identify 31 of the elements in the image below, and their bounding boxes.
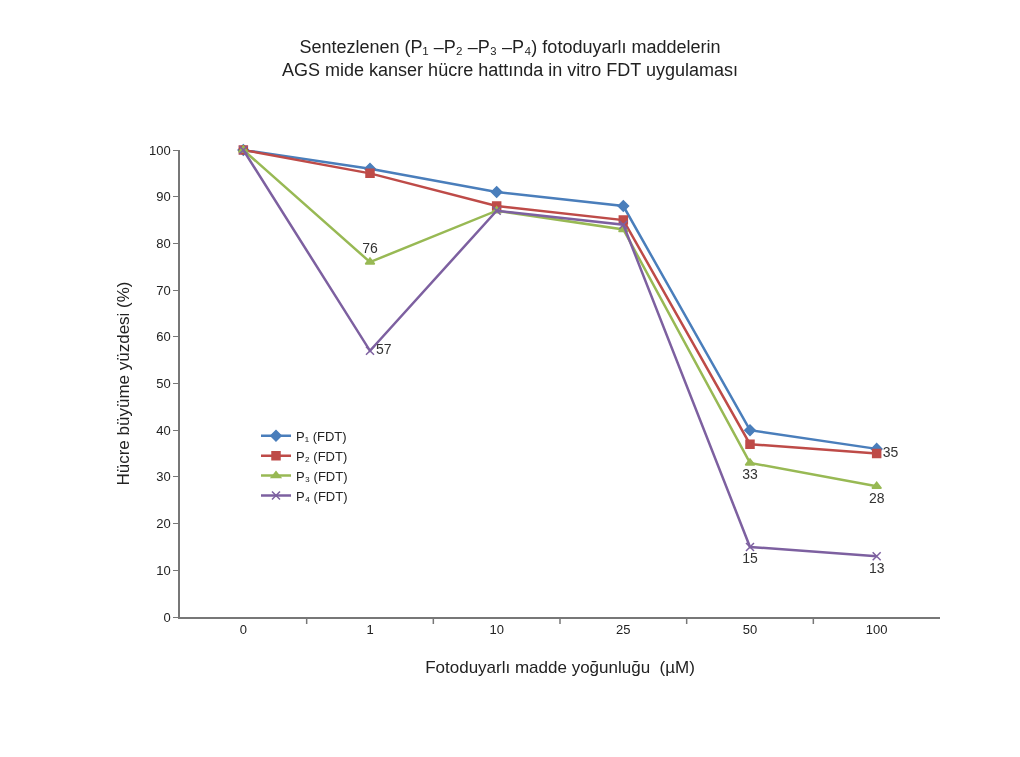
data-label: 15 <box>742 550 758 567</box>
data-label: 35 <box>882 444 899 461</box>
legend-label: P₄ (FDT) <box>296 488 348 504</box>
legend-label: P₃ (FDT) <box>296 468 348 484</box>
y-axis-title: Hücre büyüme yüzdesi (%) <box>114 281 133 486</box>
x-axis-title: Fotoduyarlı madde yoğunluğu (µM) <box>425 658 695 678</box>
y-tick-label: 80 <box>156 235 171 251</box>
y-tick-label: 70 <box>156 282 171 298</box>
y-tick-label: 0 <box>163 609 171 625</box>
x-tick-label: 10 <box>489 622 504 638</box>
legend-label: P₁ (FDT) <box>296 428 347 444</box>
y-tick-label: 40 <box>156 422 171 438</box>
data-label: 76 <box>362 239 378 256</box>
x-tick-label: 100 <box>865 622 888 638</box>
x-tick-label: 0 <box>239 622 247 638</box>
y-tick-label: 60 <box>156 329 171 345</box>
y-tick-label: 90 <box>156 189 171 205</box>
data-label: 13 <box>868 559 885 576</box>
y-tick-label: 10 <box>156 562 171 578</box>
x-tick-label: 1 <box>366 622 374 638</box>
x-tick-label: 50 <box>742 622 758 638</box>
chart-title: Sentezlenen (P₁ –P₂ –P₃ –P₄) fotoduyarlı maddelerin AGS mide kanser hücre hattında in vitro FDT uygulaması <box>282 36 738 81</box>
data-label: 57 <box>376 341 392 358</box>
data-label: 33 <box>742 466 758 483</box>
x-tick-label: 25 <box>616 622 631 638</box>
y-tick-label: 20 <box>156 516 171 532</box>
y-tick-label: 100 <box>148 142 171 158</box>
data-label: 28 <box>868 489 885 506</box>
y-tick-label: 50 <box>156 376 171 392</box>
y-tick-label: 30 <box>156 469 171 485</box>
legend-label: P₂ (FDT) <box>296 448 348 464</box>
